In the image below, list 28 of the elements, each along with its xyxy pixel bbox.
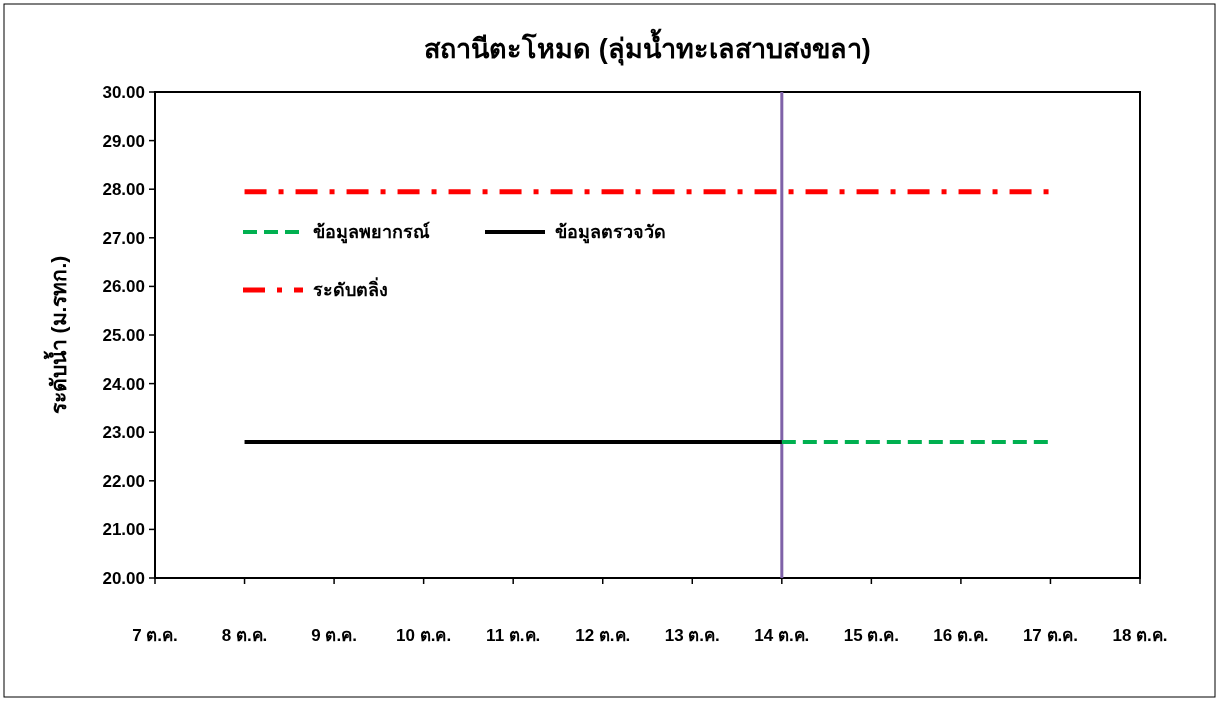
y-tick-label: 29.00 — [102, 131, 145, 151]
x-tick-label: 12 ต.ค. — [575, 626, 631, 645]
y-tick-label: 24.00 — [102, 374, 145, 394]
y-axis-title: ระดับน้ำ (ม.รทก.) — [43, 255, 70, 415]
y-tick-label: 26.00 — [102, 277, 145, 297]
y-tick-label: 22.00 — [102, 471, 145, 491]
legend-label: ระดับตลิ่ง — [313, 277, 388, 300]
y-tick-label: 28.00 — [102, 180, 145, 200]
x-tick-label: 11 ต.ค. — [486, 626, 541, 645]
legend-label: ข้อมูลตรวจวัด — [555, 222, 666, 244]
x-tick-label: 13 ต.ค. — [664, 626, 720, 645]
x-tick-label: 17 ต.ค. — [1022, 626, 1078, 645]
y-tick-label: 23.00 — [102, 423, 145, 443]
x-tick-label: 18 ต.ค. — [1112, 626, 1168, 645]
x-tick-label: 10 ต.ค. — [396, 626, 452, 645]
x-tick-label: 16 ต.ค. — [933, 626, 989, 645]
y-tick-label: 27.00 — [102, 228, 145, 248]
x-tick-label: 14 ต.ค. — [754, 626, 810, 645]
legend-label: ข้อมูลพยากรณ์ — [313, 221, 430, 244]
chart-title: สถานีตะโหมด (ลุ่มน้ำทะเลสาบสงขลา) — [424, 28, 871, 66]
y-tick-label: 20.00 — [102, 569, 145, 588]
x-tick-label: 7 ต.ค. — [132, 626, 178, 645]
y-tick-label: 25.00 — [102, 326, 145, 345]
y-tick-label: 30.00 — [102, 83, 145, 102]
y-tick-label: 21.00 — [102, 520, 145, 540]
x-tick-label: 8 ต.ค. — [221, 626, 268, 645]
x-tick-label: 15 ต.ค. — [843, 626, 899, 645]
x-tick-label: 9 ต.ค. — [311, 626, 357, 645]
